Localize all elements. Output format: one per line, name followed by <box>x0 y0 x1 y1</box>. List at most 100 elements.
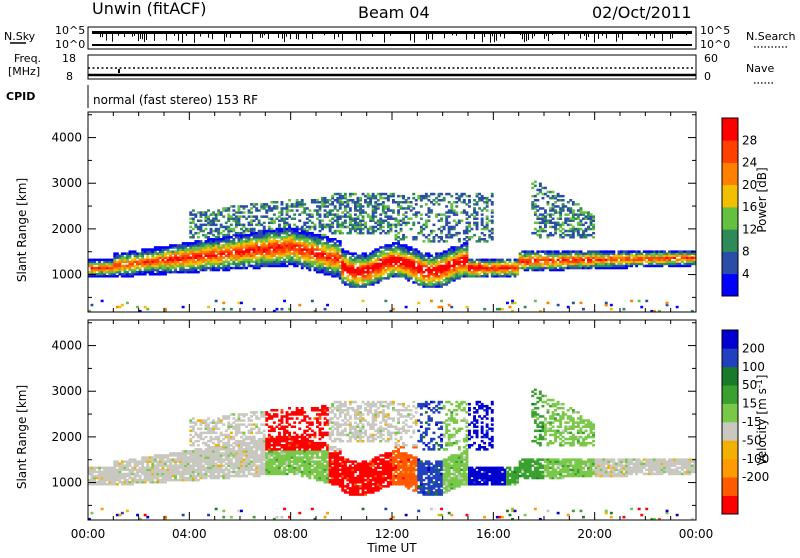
power-cell <box>288 215 291 218</box>
power-cell <box>250 203 253 206</box>
power-cell <box>253 242 256 245</box>
power-cell <box>549 259 552 262</box>
power-cell <box>324 308 327 311</box>
power-cell <box>491 201 494 204</box>
power-cell <box>182 242 185 245</box>
power-cell <box>212 211 215 214</box>
power-cell <box>392 265 395 268</box>
velocity-cell <box>197 444 200 447</box>
power-cell <box>443 283 446 286</box>
power-cell <box>331 252 334 255</box>
nsky-spike <box>568 33 569 36</box>
power-cell <box>364 283 367 286</box>
nsky-label: N.Sky <box>4 30 36 43</box>
power-cell <box>509 259 512 262</box>
power-cell <box>298 232 301 235</box>
power-cell <box>542 228 545 231</box>
power-cell <box>121 265 124 268</box>
power-cell <box>384 205 387 208</box>
velocity-cell <box>134 473 137 476</box>
power-cell <box>357 222 360 225</box>
power-cell <box>311 257 314 260</box>
power-cell <box>240 205 243 208</box>
power-cell <box>440 199 443 202</box>
power-cell <box>567 218 570 221</box>
power-cell <box>440 236 443 239</box>
power-cell <box>633 250 636 253</box>
power-cell <box>308 248 311 251</box>
power-cell <box>405 306 408 309</box>
nsky-spike <box>268 33 269 39</box>
power-cell <box>346 275 349 278</box>
nsky-spike <box>588 33 589 37</box>
power-cell <box>379 213 382 216</box>
power-cell <box>377 263 380 266</box>
power-cell <box>544 267 547 270</box>
power-cell <box>324 224 327 227</box>
velocity-cell <box>189 426 192 429</box>
power-cell <box>359 220 362 223</box>
velocity-cell <box>182 450 185 453</box>
power-cell <box>232 267 235 270</box>
nsky-spike <box>324 33 325 35</box>
power-cell <box>379 203 382 206</box>
power-cell <box>559 234 562 237</box>
power-cell <box>364 275 367 278</box>
power-cell <box>425 220 428 223</box>
power-cell <box>372 279 375 282</box>
power-cell <box>357 232 360 235</box>
power-cell <box>678 259 681 262</box>
power-cell <box>531 257 534 260</box>
power-cell <box>352 199 355 202</box>
power-cell <box>286 265 289 268</box>
power-cell <box>357 255 360 258</box>
power-cell <box>443 265 446 268</box>
velocity-cell <box>202 438 205 441</box>
power-cell <box>618 261 621 264</box>
velocity-cell <box>154 481 157 484</box>
power-cell <box>430 255 433 258</box>
power-cell <box>582 252 585 255</box>
nave-tick-top: 60 <box>704 52 718 65</box>
power-cell <box>329 271 332 274</box>
power-cell <box>215 255 218 258</box>
power-cell <box>384 193 387 196</box>
power-cell <box>397 232 400 235</box>
power-cell <box>263 215 266 218</box>
nsearch-trace-line <box>92 44 692 46</box>
power-cell <box>352 193 355 196</box>
power-cell <box>625 250 628 253</box>
power-cell <box>369 271 372 274</box>
power-cell <box>314 248 317 251</box>
power-cell <box>359 255 362 258</box>
power-cell <box>253 215 256 218</box>
power-cell <box>258 246 261 249</box>
power-cell <box>473 222 476 225</box>
power-cell <box>562 267 565 270</box>
power-cell <box>316 199 319 202</box>
power-cell <box>276 240 279 243</box>
power-cell <box>106 275 109 278</box>
power-cell <box>250 220 253 223</box>
power-cell <box>395 246 398 249</box>
power-cell <box>544 209 547 212</box>
power-cell <box>232 209 235 212</box>
power-cell <box>536 209 539 212</box>
velocity-cell <box>156 454 159 457</box>
power-cell <box>587 250 590 253</box>
nsky-spike <box>548 33 549 41</box>
power-cell <box>471 271 474 274</box>
power-cell <box>319 234 322 237</box>
power-cell <box>346 226 349 229</box>
power-cell <box>362 224 365 227</box>
power-cell <box>154 257 157 260</box>
power-cell <box>612 250 615 253</box>
power-cell <box>301 248 304 251</box>
power-cell <box>230 263 233 266</box>
power-cell <box>316 234 319 237</box>
nsky-spike <box>602 33 603 36</box>
power-cell <box>433 283 436 286</box>
power-cell <box>96 267 99 270</box>
nsky-spike <box>112 33 113 42</box>
power-cell <box>329 199 332 202</box>
